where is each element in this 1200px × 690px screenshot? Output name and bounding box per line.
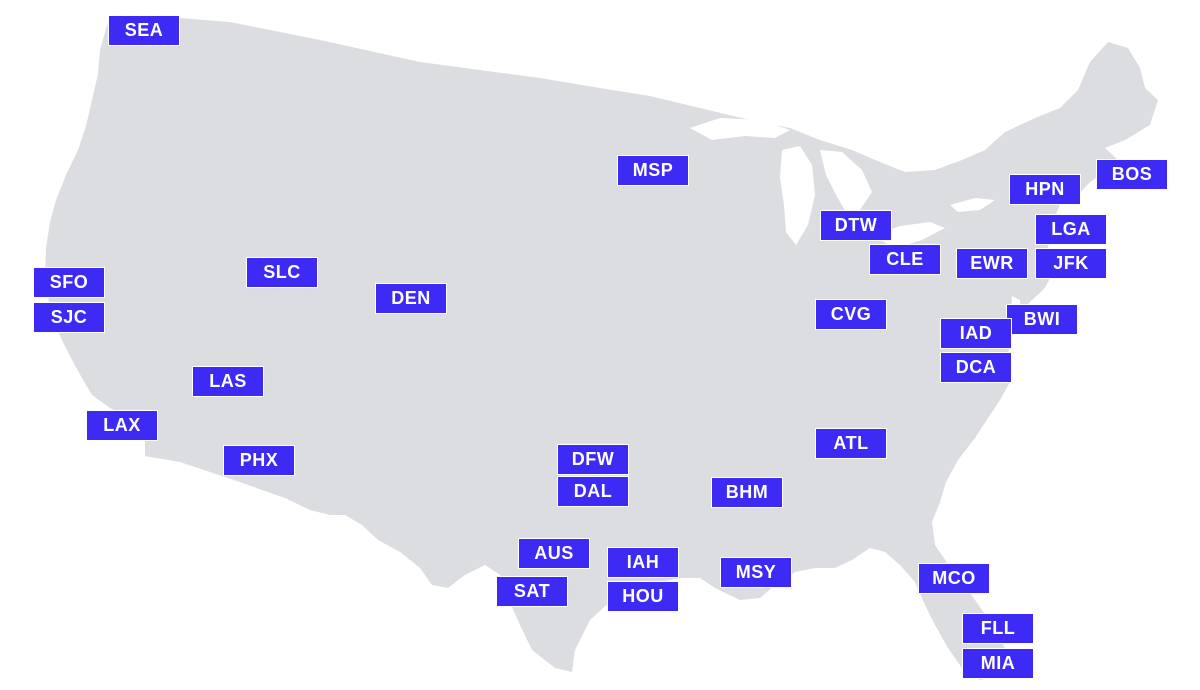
airport-label-msp[interactable]: MSP bbox=[617, 155, 689, 186]
airport-label-bos[interactable]: BOS bbox=[1096, 159, 1168, 190]
airport-code: LAS bbox=[209, 371, 247, 391]
airport-label-atl[interactable]: ATL bbox=[815, 428, 887, 459]
airport-label-cvg[interactable]: CVG bbox=[815, 299, 887, 330]
airport-label-lax[interactable]: LAX bbox=[86, 410, 158, 441]
airport-label-msy[interactable]: MSY bbox=[720, 557, 792, 588]
airport-code: LGA bbox=[1051, 219, 1091, 239]
airport-code: JFK bbox=[1053, 253, 1089, 273]
airport-code: IAH bbox=[626, 552, 660, 572]
airport-label-aus[interactable]: AUS bbox=[518, 538, 590, 569]
airport-code: IAD bbox=[959, 323, 993, 343]
airport-code: SAT bbox=[513, 581, 551, 601]
land-mass bbox=[45, 18, 1158, 680]
airport-label-hou[interactable]: HOU bbox=[607, 581, 679, 612]
airport-code: BWI bbox=[1023, 309, 1061, 329]
airport-label-sea[interactable]: SEA bbox=[108, 15, 180, 46]
airport-label-jfk[interactable]: JFK bbox=[1035, 248, 1107, 279]
airport-label-dfw[interactable]: DFW bbox=[557, 444, 629, 475]
airport-label-bhm[interactable]: BHM bbox=[711, 477, 783, 508]
airport-code: PHX bbox=[239, 450, 279, 470]
airport-code: MIA bbox=[980, 653, 1016, 673]
airport-label-lga[interactable]: LGA bbox=[1035, 214, 1107, 245]
airport-code: HPN bbox=[1025, 179, 1065, 199]
airport-code: BOS bbox=[1111, 164, 1153, 184]
airport-label-ewr[interactable]: EWR bbox=[956, 248, 1028, 279]
airport-code: LAX bbox=[103, 415, 141, 435]
lake-ontario bbox=[950, 198, 995, 212]
airport-code: DTW bbox=[834, 215, 878, 235]
airport-label-slc[interactable]: SLC bbox=[246, 257, 318, 288]
lake-erie bbox=[872, 222, 945, 248]
airport-label-phx[interactable]: PHX bbox=[223, 445, 295, 476]
airport-label-fll[interactable]: FLL bbox=[962, 613, 1034, 644]
airport-code: MSY bbox=[735, 562, 777, 582]
airport-code: CLE bbox=[886, 249, 924, 269]
airport-code: MSP bbox=[632, 160, 674, 180]
airport-code: AUS bbox=[534, 543, 574, 563]
airport-label-dal[interactable]: DAL bbox=[557, 476, 629, 507]
airport-code: DFW bbox=[571, 449, 615, 469]
airport-code: SEA bbox=[124, 20, 164, 40]
lake-huron bbox=[820, 150, 872, 212]
airport-label-dtw[interactable]: DTW bbox=[820, 210, 892, 241]
airport-code: BHM bbox=[725, 482, 769, 502]
airport-code: MCO bbox=[932, 568, 976, 588]
airport-label-cle[interactable]: CLE bbox=[869, 244, 941, 275]
airport-label-iad[interactable]: IAD bbox=[940, 318, 1012, 349]
airport-code: SFO bbox=[49, 272, 89, 292]
airport-code: DEN bbox=[391, 288, 431, 308]
airport-label-mco[interactable]: MCO bbox=[918, 563, 990, 594]
airport-label-sfo[interactable]: SFO bbox=[33, 267, 105, 298]
airport-label-hpn[interactable]: HPN bbox=[1009, 174, 1081, 205]
airport-label-sjc[interactable]: SJC bbox=[33, 302, 105, 333]
airport-code: FLL bbox=[980, 618, 1016, 638]
airport-code: DAL bbox=[573, 481, 613, 501]
airport-label-den[interactable]: DEN bbox=[375, 283, 447, 314]
airport-code: DCA bbox=[955, 357, 997, 377]
airport-code: CVG bbox=[830, 304, 872, 324]
airport-label-bwi[interactable]: BWI bbox=[1006, 304, 1078, 335]
airport-label-las[interactable]: LAS bbox=[192, 366, 264, 397]
airport-code: HOU bbox=[622, 586, 664, 606]
airport-code: SJC bbox=[50, 307, 88, 327]
airport-code: SLC bbox=[263, 262, 301, 282]
lake-superior bbox=[690, 118, 790, 140]
airport-code: ATL bbox=[833, 433, 869, 453]
lake-michigan bbox=[780, 146, 815, 245]
airport-code: EWR bbox=[970, 253, 1014, 273]
airport-label-iah[interactable]: IAH bbox=[607, 547, 679, 578]
airport-label-mia[interactable]: MIA bbox=[962, 648, 1034, 679]
airport-label-sat[interactable]: SAT bbox=[496, 576, 568, 607]
airport-label-dca[interactable]: DCA bbox=[940, 352, 1012, 383]
